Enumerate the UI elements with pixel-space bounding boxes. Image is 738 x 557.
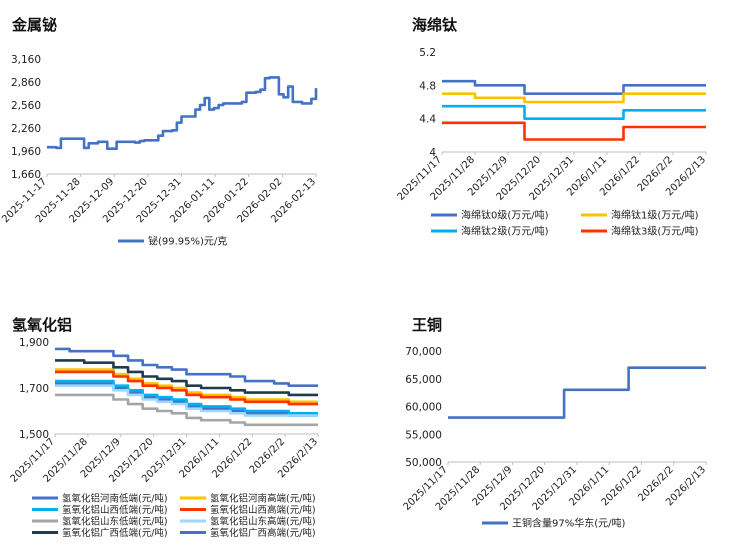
ytick-label-bi: 2,860: [11, 77, 41, 89]
chart-ti: 44.44.85.22025/11/172025/11/282025/12/92…: [396, 47, 709, 238]
ytick-label-bi: 1,660: [11, 169, 41, 181]
legend-label-bi: 铋(99.95%)元/克: [148, 235, 227, 248]
ytick-label-al: 1,500: [19, 429, 49, 441]
series-line-ti-3: [442, 121, 706, 141]
series-line-al-4: [55, 393, 318, 427]
legend-label-al: 氢氧化铝河南高端(元/吨): [210, 493, 316, 505]
ytick-label-cu: 55,000: [405, 429, 442, 441]
legend-label-al: 氢氧化铝山西高端(元/吨): [210, 504, 316, 516]
series-line-al-7: [55, 347, 318, 387]
ytick-label-al: 1,900: [19, 337, 49, 349]
chart-title-cu: 王铜: [412, 316, 443, 334]
chart-title-ti: 海绵钛: [412, 16, 458, 34]
series-line-al-3: [55, 370, 318, 406]
series-line-bi-0: [47, 76, 318, 150]
series-line-al-6: [55, 359, 318, 397]
legend-label-al: 氢氧化铝山西低端(元/吨): [62, 504, 168, 516]
ytick-label-cu: 60,000: [405, 402, 442, 414]
ytick-label-al: 1,700: [19, 383, 49, 395]
legend-label-al: 氢氧化铝山东低端(元/吨): [62, 516, 168, 528]
legend-label-ti: 海绵钛0级(万元/吨): [461, 209, 549, 222]
series-line-cu-0: [448, 366, 706, 419]
chart-title-bi: 金属铋: [12, 16, 58, 34]
series-line-al-5: [55, 384, 318, 417]
series-line-ti-2: [442, 104, 706, 120]
legend-label-cu: 王铜含量97%华东(元/吨): [512, 517, 625, 530]
series-line-ti-1: [442, 92, 706, 104]
ytick-label-bi: 3,160: [11, 54, 41, 66]
legend-label-ti: 海绵钛3级(万元/吨): [611, 225, 699, 238]
series-line-al-2: [55, 379, 318, 415]
ytick-label-ti: 4.4: [419, 114, 436, 126]
ytick-label-cu: 70,000: [405, 346, 442, 358]
legend-label-al: 氢氧化铝山东高端(元/吨): [210, 516, 316, 528]
series-line-ti-0: [442, 79, 706, 95]
legend-label-ti: 海绵钛2级(万元/吨): [461, 225, 549, 238]
ytick-label-bi: 2,560: [11, 100, 41, 112]
ytick-label-cu: 65,000: [405, 374, 442, 386]
ytick-label-cu: 50,000: [405, 457, 442, 469]
chart-title-al: 氢氧化铝: [12, 316, 73, 334]
legend-label-ti: 海绵钛1级(万元/吨): [611, 209, 699, 222]
legend-label-al: 氢氧化铝河南低端(元/吨): [62, 493, 168, 505]
chart-bi: 1,6601,9602,2602,5602,8603,1602025-11-17…: [0, 54, 318, 248]
chart-al: 1,5001,7001,9002025/11/172025/11/282025/…: [9, 337, 321, 539]
legend-label-al: 氢氧化铝广西高端(元/吨): [210, 527, 316, 539]
legend-label-al: 氢氧化铝广西低端(元/吨): [62, 527, 168, 539]
ytick-label-ti: 4: [429, 147, 436, 159]
ytick-label-bi: 1,960: [11, 146, 41, 158]
ytick-label-ti: 4.8: [419, 80, 436, 92]
ytick-label-ti: 5.2: [419, 47, 436, 59]
ytick-label-bi: 2,260: [11, 123, 41, 135]
